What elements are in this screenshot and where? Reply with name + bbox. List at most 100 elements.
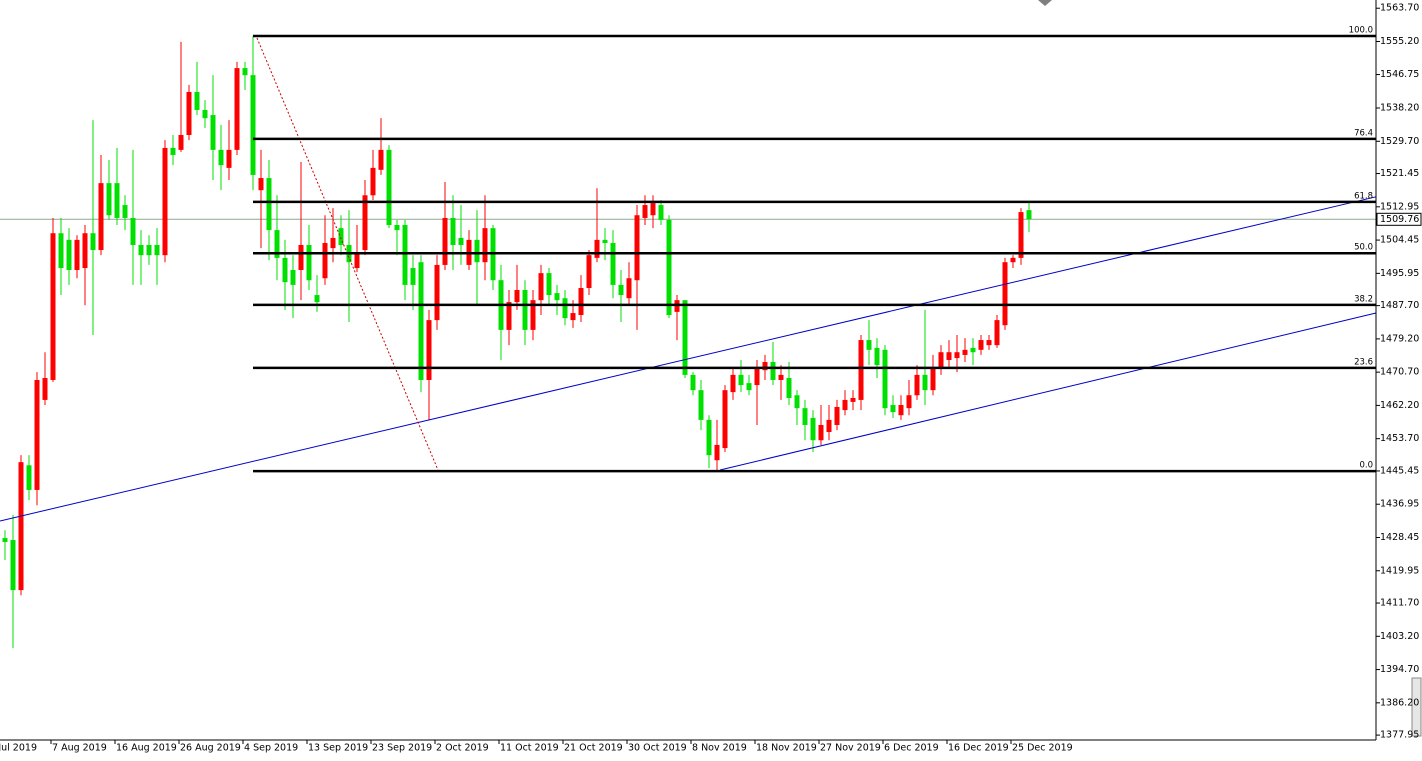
candle-body	[386, 149, 392, 226]
candle-body	[690, 374, 696, 391]
plot-area	[0, 36, 1376, 649]
candle-body	[202, 109, 208, 119]
y-tick-label: 1555.20	[1380, 36, 1419, 47]
candle-body	[218, 149, 224, 166]
x-tick-label: 21 Oct 2019	[564, 743, 623, 754]
candle-body	[82, 233, 88, 269]
candle-body	[506, 302, 512, 330]
y-tick-label: 1386.20	[1380, 697, 1419, 708]
y-tick-label: 1479.20	[1380, 333, 1419, 344]
candle-body	[434, 264, 440, 321]
y-tick-label: 1495.95	[1380, 268, 1419, 279]
y-tick-label: 1563.70	[1380, 3, 1419, 14]
candle-body	[114, 183, 120, 218]
candle-body	[26, 465, 32, 490]
y-tick-label: 1504.45	[1380, 235, 1419, 246]
candle-body	[1026, 210, 1032, 220]
candle-body	[162, 147, 168, 256]
candle-body	[154, 244, 160, 256]
candle-body	[338, 228, 344, 245]
x-tick-label: 16 Dec 2019	[948, 743, 1009, 754]
candle-body	[250, 75, 256, 175]
y-tick-label: 1428.45	[1380, 532, 1419, 543]
x-tick-label: 8 Nov 2019	[692, 743, 747, 754]
candle-body	[66, 239, 72, 271]
candle-body	[194, 91, 200, 110]
candle-body	[258, 178, 264, 191]
candle-body	[618, 284, 624, 296]
candle-body	[802, 408, 808, 425]
candle-body	[50, 233, 56, 380]
y-tick-label: 1419.95	[1380, 565, 1419, 576]
candle-body	[210, 115, 216, 150]
candle-body	[602, 239, 608, 244]
fib-label: 38.2	[1354, 294, 1373, 304]
candle-body	[562, 298, 568, 319]
candle-body	[42, 378, 48, 400]
y-tick-label: 1462.20	[1380, 400, 1419, 411]
candle-body	[634, 215, 640, 281]
candle-body	[18, 462, 24, 591]
y-tick-label: 1403.20	[1380, 631, 1419, 642]
candle-body	[146, 244, 152, 256]
candle-body	[770, 361, 776, 380]
candle-body	[394, 225, 400, 231]
candle-body	[58, 233, 64, 269]
candle-body	[106, 183, 112, 216]
candle-body	[730, 374, 736, 393]
candle-body	[266, 178, 272, 231]
candle-body	[834, 406, 840, 425]
candle-body	[306, 244, 312, 281]
candle-body	[458, 237, 464, 245]
candle-body	[810, 417, 816, 441]
candle-body	[570, 313, 576, 321]
candle-body	[330, 237, 336, 249]
candle-body	[546, 273, 552, 296]
candle-body	[994, 320, 1000, 346]
candle-body	[858, 340, 864, 400]
candle-body	[530, 300, 536, 330]
candle-body	[882, 349, 888, 409]
candle-body	[1002, 262, 1008, 326]
candle-body	[442, 217, 448, 265]
y-tick-label: 1394.70	[1380, 664, 1419, 675]
candle-body	[90, 233, 96, 251]
x-tick-label: 13 Sep 2019	[308, 743, 368, 754]
fib-label: 50.0	[1354, 243, 1373, 253]
x-tick-label: Jul 2019	[0, 743, 37, 754]
candle-body	[282, 257, 288, 283]
candle-body	[842, 399, 848, 411]
candle-body	[666, 219, 672, 316]
candle-body	[754, 368, 760, 386]
shift-marker	[1038, 0, 1052, 6]
candle-body	[2, 538, 8, 542]
candle-body	[890, 405, 896, 413]
candle-body	[658, 205, 664, 220]
candle-body	[778, 374, 784, 380]
candle-body	[578, 288, 584, 316]
candle-body	[922, 374, 928, 391]
volume-indicator	[1411, 677, 1422, 737]
candle-body	[450, 217, 456, 245]
candle-body	[738, 374, 744, 386]
x-tick-label: 23 Sep 2019	[372, 743, 432, 754]
candle-body	[170, 147, 176, 155]
candle-body	[538, 273, 544, 301]
candle-body	[378, 149, 384, 170]
candle-body	[242, 68, 248, 76]
x-tick-label: 2 Oct 2019	[436, 743, 489, 754]
candle-body	[962, 349, 968, 355]
x-tick-label: 27 Nov 2019	[820, 743, 881, 754]
y-tick-label: 1487.70	[1380, 300, 1419, 311]
candle-body	[418, 262, 424, 380]
candle-body	[938, 352, 944, 369]
trend-line	[0, 196, 1377, 522]
y-tick-label: 1538.20	[1380, 103, 1419, 114]
bid-label: 1509.76	[1380, 214, 1419, 225]
candle-body	[298, 244, 304, 271]
candle-body	[970, 347, 976, 353]
fib-label: 23.6	[1354, 357, 1373, 367]
fib-label: 76.4	[1354, 128, 1373, 138]
y-tick-label: 1529.70	[1380, 136, 1419, 147]
candle-body	[722, 390, 728, 449]
